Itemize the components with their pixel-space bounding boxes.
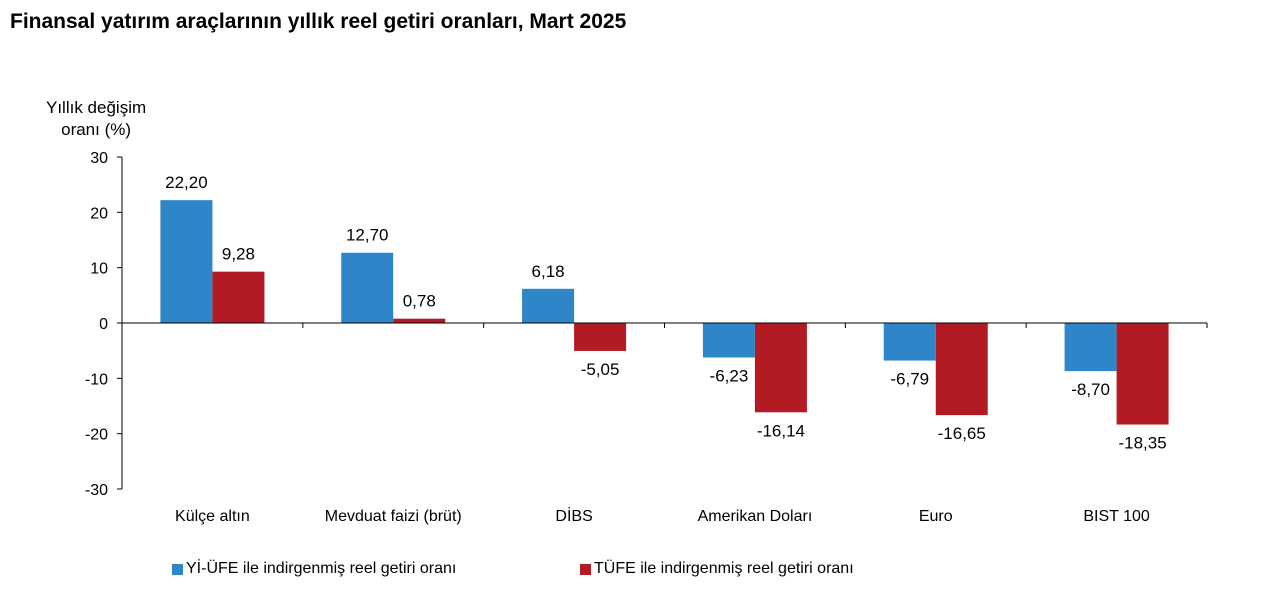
y-axis-label-line-2: oranı (%) — [61, 120, 132, 139]
bar-yiufe — [883, 323, 936, 361]
legend-label-tufe: TÜFE ile indirgenmiş reel getiri oranı — [594, 560, 854, 577]
category-label: Euro — [919, 508, 953, 525]
y-tick-label: -10 — [85, 371, 108, 388]
data-label: -8,70 — [1071, 380, 1110, 399]
bar-yiufe — [522, 288, 575, 323]
y-tick-label: -20 — [85, 427, 108, 444]
bar-tufe — [574, 323, 627, 351]
category-label: BIST 100 — [1083, 508, 1150, 525]
bar-tufe — [754, 323, 807, 413]
data-label: -16,14 — [757, 421, 805, 440]
bar-yiufe — [702, 323, 755, 358]
legend-item-yiufe: Yİ-ÜFE ile indirgenmiş reel getiri oranı — [172, 560, 456, 578]
bar-tufe — [393, 318, 446, 323]
category-label: DİBS — [555, 506, 592, 525]
legend-swatch-yiufe — [172, 563, 183, 575]
category-label: Külçe altın — [175, 508, 250, 525]
data-label: -6,23 — [710, 366, 749, 385]
data-label: 9,28 — [222, 245, 255, 264]
bar-tufe — [212, 271, 265, 323]
bar-tufe — [1116, 323, 1169, 425]
chart-title: Finansal yatırım araçlarının yıllık reel… — [10, 10, 627, 33]
data-label: -5,05 — [581, 360, 620, 379]
data-label: -16,65 — [938, 424, 986, 443]
bar-tufe — [935, 323, 988, 416]
bar-yiufe — [1064, 323, 1117, 372]
data-label: 22,20 — [165, 173, 208, 192]
bar-yiufe — [341, 252, 394, 323]
legend-swatch-tufe — [580, 563, 591, 575]
data-label: 6,18 — [532, 262, 565, 281]
category-label: Amerikan Doları — [698, 508, 813, 525]
legend-label-yiufe: Yİ-ÜFE ile indirgenmiş reel getiri oranı — [186, 560, 457, 577]
data-label: -6,79 — [890, 370, 929, 389]
data-label: 12,70 — [346, 226, 389, 245]
data-label: 0,78 — [403, 292, 436, 311]
category-label: Mevduat faizi (brüt) — [325, 508, 462, 525]
data-label: -18,35 — [1118, 434, 1166, 453]
y-axis-label-line-1: Yıllık değişim — [46, 98, 147, 117]
legend-item-tufe: TÜFE ile indirgenmiş reel getiri oranı — [580, 560, 854, 578]
y-tick-label: -30 — [85, 482, 108, 499]
y-tick-label: 0 — [99, 316, 108, 333]
y-axis-label: Yıllık değişim oranı (%) — [46, 97, 146, 141]
y-tick-label: 20 — [90, 205, 108, 222]
bar-yiufe — [160, 200, 213, 323]
y-tick-label: 30 — [90, 150, 108, 167]
y-tick-label: 10 — [90, 261, 108, 278]
